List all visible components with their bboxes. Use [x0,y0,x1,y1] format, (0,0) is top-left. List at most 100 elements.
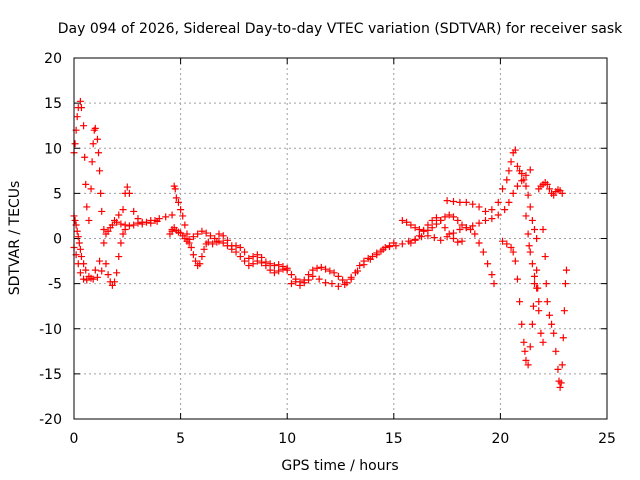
data-point [545,311,553,319]
data-point [313,264,321,272]
data-point [503,240,511,248]
data-point [275,261,283,269]
data-point [522,212,530,220]
data-point [236,253,244,261]
data-point [76,97,84,105]
data-point [469,200,477,208]
data-point [543,298,551,306]
data-point [475,239,483,247]
data-point [82,180,90,188]
data-point [90,126,98,134]
data-point [505,198,513,206]
data-point [171,185,179,193]
data-point [115,211,123,219]
x-tick-label: 10 [278,431,296,447]
data-point [548,320,556,328]
data-point [513,182,521,190]
x-tick-label: 15 [385,431,403,447]
data-point [236,244,244,252]
data-point [125,189,133,197]
data-point [488,206,496,214]
data-point [334,282,342,290]
data-point [347,273,355,281]
data-point [162,213,170,221]
data-point [80,275,88,283]
data-point [232,248,240,256]
data-point [83,276,91,284]
data-point [296,281,304,289]
data-point [249,260,257,268]
data-point [215,230,223,238]
data-point [513,275,521,283]
data-point [75,239,83,247]
data-point [432,214,440,222]
data-point [501,206,509,214]
data-point [490,280,498,288]
data-point [77,104,85,112]
y-tick-label: -15 [39,367,62,383]
data-point [270,262,278,270]
data-point [74,233,82,241]
data-point [194,230,202,238]
data-point [454,216,462,224]
data-point [211,235,219,242]
data-point [557,379,565,387]
data-point [528,320,536,328]
data-point [270,269,278,277]
data-point [379,245,387,253]
data-point [520,338,528,346]
data-point [511,146,519,154]
data-point [445,230,453,238]
data-point [97,189,105,197]
data-point [174,198,182,206]
data-point [123,183,131,191]
data-point [341,281,349,289]
data-point [550,329,558,337]
data-point [531,272,539,280]
data-point [85,272,93,280]
data-point [249,253,257,261]
data-point [328,280,336,288]
data-point [441,224,449,232]
grid [74,58,607,419]
data-point [475,203,483,211]
data-point [398,240,406,248]
data-points [70,97,570,391]
data-point [108,281,116,289]
data-point [542,280,550,288]
data-point [200,245,208,253]
data-point [96,167,104,175]
x-tick-label: 0 [70,431,79,447]
data-point [420,226,428,234]
data-point [494,198,502,206]
data-point [449,197,457,205]
data-point [531,225,539,233]
data-point [554,365,562,373]
data-point [524,230,532,238]
data-point [219,232,227,240]
data-point [488,215,496,223]
data-point [279,265,287,273]
data-point [529,302,537,310]
x-axis-label: GPS time / hours [281,458,398,474]
data-point [219,239,227,247]
y-axis-label: SDTVAR / TECUs [7,181,23,296]
data-point [407,221,415,229]
y-tick-label: -10 [39,322,62,338]
data-point [305,276,313,284]
data-point [100,239,108,247]
data-point [524,191,532,199]
x-tick-label: 20 [491,431,509,447]
data-point [309,266,317,274]
data-point [334,272,342,280]
data-point [258,259,266,267]
data-point [134,215,142,223]
data-point [509,248,517,256]
data-point [130,221,138,229]
data-point [91,124,99,132]
data-point [558,361,566,369]
data-point [119,206,127,214]
data-point [187,244,195,252]
data-point [88,158,96,166]
data-point [215,237,223,245]
